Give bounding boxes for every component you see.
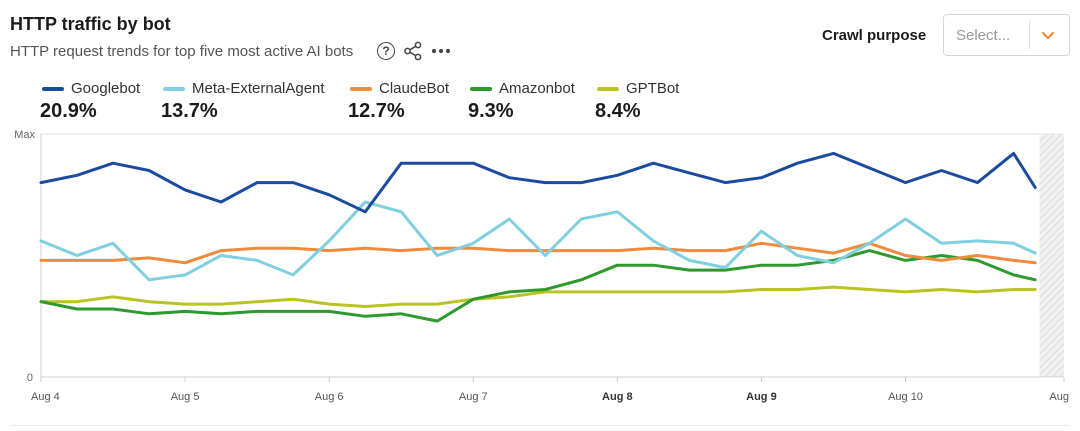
series-line-amazonbot (39, 249, 1037, 323)
legend-label: Googlebot (71, 80, 141, 97)
series-line-meta-externalagent (39, 200, 1037, 282)
legend-item-gptbot[interactable]: GPTBot 8.4% (595, 80, 680, 123)
share-icon[interactable] (403, 41, 423, 61)
incomplete-data-region (1039, 134, 1064, 377)
legend-label: Meta-ExternalAgent (192, 80, 325, 97)
x-tick-label: Aug (1049, 391, 1069, 403)
more-icon[interactable] (431, 47, 451, 55)
series-line-claudebot (39, 241, 1037, 265)
x-tick-label: Aug 8 (602, 391, 633, 403)
legend-item-claudebot[interactable]: ClaudeBot 12.7% (348, 80, 450, 123)
legend-item-meta-externalagent[interactable]: Meta-ExternalAgent 13.7% (161, 80, 325, 123)
legend-value: 9.3% (468, 100, 514, 122)
y-tick-label: Max (14, 129, 35, 141)
x-tick-label: Aug 7 (459, 391, 488, 403)
legend-swatch (350, 86, 372, 91)
x-tick-label: Aug 6 (315, 391, 344, 403)
legend-item-amazonbot[interactable]: Amazonbot 9.3% (468, 80, 575, 123)
subtitle-actions: ? (377, 41, 451, 61)
legend-value: 8.4% (595, 100, 641, 122)
series-line-googlebot (39, 151, 1037, 214)
bottom-divider (10, 425, 1070, 426)
legend-swatch (42, 86, 64, 91)
crawl-purpose-label: Crawl purpose (822, 27, 927, 44)
x-tick-label: Aug 10 (888, 391, 923, 403)
select-placeholder: Select... (956, 27, 1011, 44)
legend-swatch (163, 86, 185, 91)
x-tick-label: Aug 5 (171, 391, 200, 403)
y-tick-label: 0 (27, 372, 33, 384)
legend-label: ClaudeBot (379, 80, 450, 97)
legend-label: Amazonbot (499, 80, 575, 97)
chart-subtitle: HTTP request trends for top five most ac… (10, 43, 354, 60)
legend-value: 12.7% (348, 100, 405, 122)
chart-title: HTTP traffic by bot (10, 14, 171, 34)
legend-swatch (470, 86, 492, 91)
legend-value: 20.9% (40, 100, 97, 122)
legend-swatch (597, 86, 619, 91)
line-chart: Max 0 Aug 4 Aug 5 Aug 6 Aug 7 Aug 8 Aug 9 Aug 10… (14, 129, 1069, 403)
help-icon[interactable]: ? (377, 42, 395, 60)
x-tick-label: Aug 9 (746, 391, 777, 403)
series-line-gptbot (39, 285, 1037, 308)
legend-value: 13.7% (161, 100, 218, 122)
legend: Googlebot 20.9% Meta-ExternalAgent 13.7%… (0, 80, 700, 125)
x-tick-label: Aug 4 (31, 391, 60, 403)
select-divider (1029, 21, 1030, 49)
crawl-purpose-select[interactable]: Select... (943, 14, 1070, 56)
legend-label: GPTBot (626, 80, 680, 97)
chevron-down-icon[interactable] (1040, 27, 1056, 48)
legend-item-googlebot[interactable]: Googlebot 20.9% (40, 80, 141, 123)
